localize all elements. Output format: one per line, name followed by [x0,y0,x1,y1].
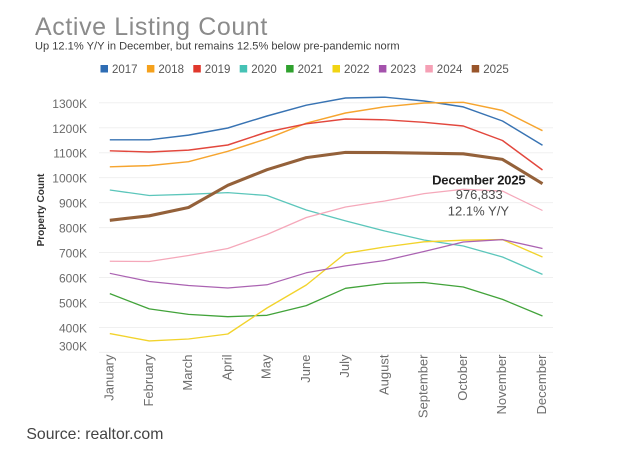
svg-text:Up 12.1% Y/Y in December, but: Up 12.1% Y/Y in December, but remains 12… [35,41,400,53]
svg-text:400K: 400K [59,321,87,335]
svg-text:Property Count: Property Count [36,173,47,246]
svg-text:976,833: 976,833 [456,187,503,202]
svg-text:700K: 700K [59,247,87,261]
svg-text:Source: realtor.com: Source: realtor.com [26,426,163,443]
svg-text:500K: 500K [59,297,87,311]
svg-text:2017: 2017 [112,64,138,76]
svg-text:2023: 2023 [390,64,416,76]
svg-text:January: January [102,354,117,401]
svg-text:August: August [377,354,392,395]
svg-text:April: April [220,354,235,380]
svg-text:2020: 2020 [251,64,277,76]
svg-text:June: June [298,355,313,383]
svg-text:December: December [534,354,549,415]
svg-text:November: November [494,354,509,415]
svg-text:900K: 900K [59,197,87,211]
svg-text:October: October [455,354,470,401]
svg-text:2019: 2019 [205,64,231,76]
svg-text:2022: 2022 [344,64,370,76]
svg-text:May: May [259,354,274,379]
svg-text:2024: 2024 [437,64,463,76]
svg-text:February: February [141,354,156,407]
svg-text:600K: 600K [59,272,87,286]
svg-text:December 2025: December 2025 [432,173,525,188]
svg-text:March: March [180,355,195,391]
svg-text:2021: 2021 [298,64,324,76]
svg-text:12.1% Y/Y: 12.1% Y/Y [448,203,510,218]
svg-text:1200K: 1200K [52,122,87,136]
svg-text:800K: 800K [59,222,87,236]
svg-text:300K: 300K [59,339,87,353]
svg-text:1000K: 1000K [52,172,87,186]
svg-text:1100K: 1100K [53,147,87,161]
svg-text:Active Listing Count: Active Listing Count [35,13,268,41]
svg-text:1300K: 1300K [52,97,87,111]
svg-text:2018: 2018 [158,64,184,76]
svg-text:September: September [416,354,431,418]
svg-text:2025: 2025 [483,64,509,76]
svg-text:July: July [337,354,352,378]
